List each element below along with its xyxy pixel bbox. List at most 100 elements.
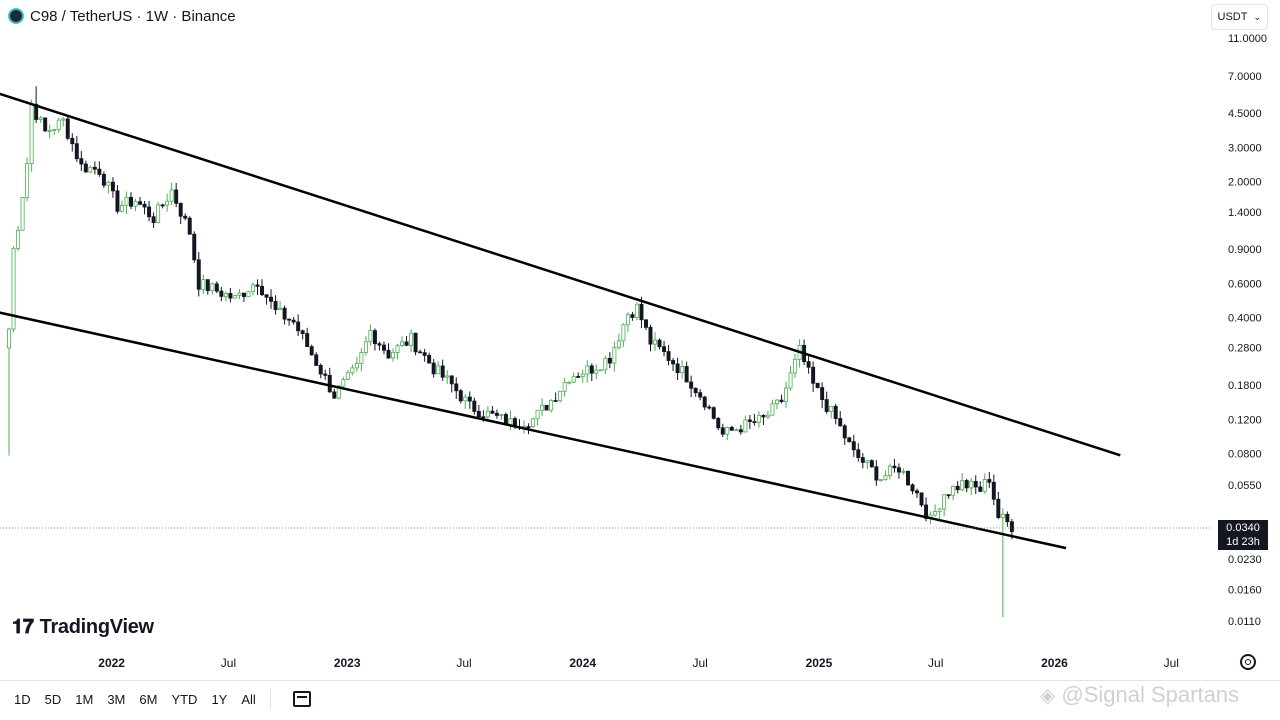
upper-trendline[interactable] [0,91,1121,457]
candle-down [811,366,816,384]
price-tick-label: 0.9000 [1228,244,1262,256]
tradingview-mark-icon: 𝟏𝟕 [12,616,34,638]
candle-down [332,391,337,399]
time-tick-label: 2026 [1041,656,1068,670]
price-tick-label: 0.4000 [1228,313,1262,325]
candle-up [653,339,657,345]
tradingview-logo[interactable]: 𝟏𝟕 TradingView [12,616,154,639]
candle-down [874,466,879,481]
range-ytd[interactable]: YTD [171,691,198,707]
candle-down [264,294,269,298]
candle-up [409,332,414,346]
candle-down [896,467,901,473]
tradingview-wordmark: TradingView [39,616,154,638]
range-5d[interactable]: 5D [44,691,62,707]
candle-up [61,118,66,121]
candle-up [784,387,788,402]
candle-up [7,328,12,349]
candle-up [960,480,965,491]
candle-up [571,376,576,383]
candle-down [178,202,183,217]
candle-up [363,341,368,353]
candle-up [793,359,798,374]
candle-up [119,204,124,212]
candle-down [43,117,48,132]
candle-down [716,417,721,429]
candle-up [445,375,450,378]
candle-down [689,381,694,389]
candle-down [129,196,133,207]
candle-down [260,285,264,296]
candle-down [214,283,219,292]
candle-down [892,465,897,469]
candle-down [381,344,386,351]
candle-down [92,166,97,170]
candle-down [472,400,477,412]
candle-down [589,365,594,374]
candle-down [919,492,924,506]
lower-trendline[interactable] [0,308,1067,550]
price-tick-label: 0.1800 [1228,380,1262,392]
candle-up [25,163,30,198]
candle-down [422,352,427,356]
range-1d[interactable]: 1D [14,691,31,707]
candle-up [400,341,405,346]
candle-down [458,390,463,402]
candle-down [273,300,278,310]
price-tick-label: 11.0000 [1228,33,1267,45]
range-1y[interactable]: 1Y [211,691,228,707]
candle-up [237,292,242,296]
calendar-icon[interactable] [292,691,311,707]
pair-title[interactable]: C98 / TetherUS · 1W · Binance [30,7,236,25]
candle-up [38,117,43,120]
candle-down [869,460,874,468]
time-tick-label: Jul [693,656,708,670]
candle-up [937,508,942,512]
price-chart[interactable]: 11.0000 7.0000 4.5000 3.0000 2.0000 1.4000 0.9… [0,0,1280,680]
candle-down [110,181,115,192]
candle-up [770,403,775,416]
settings-icon[interactable] [1240,654,1256,670]
candle-down [910,484,915,492]
candle-down [142,203,147,208]
candle-down [377,343,382,346]
candle-down [314,354,319,366]
candle-up [345,372,350,380]
range-6m[interactable]: 6M [139,691,158,707]
candle-down [70,137,75,145]
price-tick-label: 0.1200 [1228,414,1262,426]
candle-up [942,494,947,510]
candle-down [115,190,120,212]
price-tick-label: 1.4000 [1228,207,1262,219]
candle-down [815,382,820,388]
candle-down [820,387,825,400]
candle-down [1005,513,1010,523]
range-all[interactable]: All [241,691,256,707]
candle-up [594,369,599,374]
candle-down [287,318,292,321]
candle-down [576,376,581,378]
candle-down [83,163,88,173]
candle-up [865,460,870,463]
candle-down [946,494,951,497]
price-tick-label: 0.0550 [1228,480,1262,492]
candle-down [761,415,766,418]
candle-up [567,381,572,384]
candle-down [183,215,188,219]
candle-down [74,143,79,160]
candle-up [485,410,490,418]
time-tick-label: Jul [456,656,471,670]
currency-selector[interactable]: USDT ⌄ [1210,4,1268,30]
watermark-text: @Signal Spartans [1061,682,1240,707]
candle-up [765,414,770,418]
candle-up [951,485,956,496]
range-1m[interactable]: 1M [75,691,94,707]
candle-up [133,201,138,207]
range-3m[interactable]: 3M [107,691,126,707]
candle-up [982,479,987,492]
candle-down [300,330,305,334]
bottom-toolbar: 1D 5D 1M 3M 6M YTD 1Y All [0,680,1280,717]
candle-down [192,233,197,261]
price-tick-label: 0.2800 [1228,343,1262,355]
candle-down [657,339,662,348]
